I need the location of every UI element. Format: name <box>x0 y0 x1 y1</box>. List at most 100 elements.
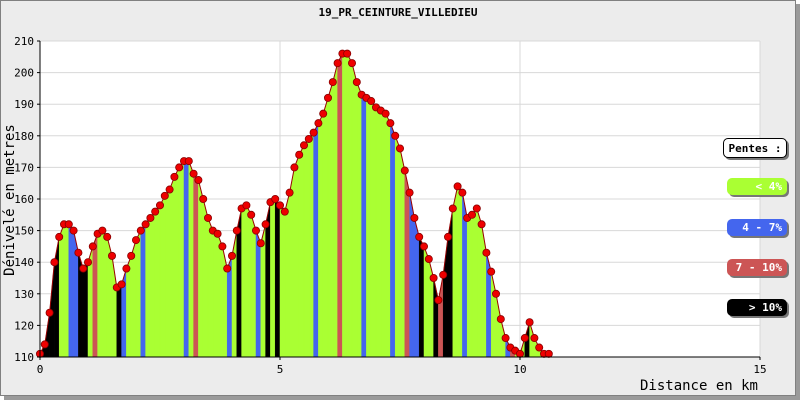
legend-title: Pentes : <box>723 138 787 158</box>
frame-shadow-bottom <box>4 396 800 400</box>
elevation-point <box>477 220 486 229</box>
profile-segment <box>418 236 425 358</box>
frame-shadow-right <box>796 4 800 400</box>
profile-segment <box>202 198 209 358</box>
elevation-point <box>199 194 208 203</box>
profile-segment <box>327 82 334 358</box>
elevation-point <box>247 210 256 219</box>
elevation-point <box>64 220 73 229</box>
elevation-point <box>343 49 352 58</box>
elevation-point <box>516 349 525 358</box>
y-tick-label: 140 <box>14 256 34 269</box>
elevation-point <box>467 210 476 219</box>
profile-segment <box>385 113 391 358</box>
profile-segment <box>332 63 338 358</box>
elevation-point <box>84 258 93 267</box>
profile-segment <box>246 205 252 358</box>
elevation-point <box>391 131 400 140</box>
profile-segment <box>380 110 386 358</box>
profile-segment <box>193 172 199 358</box>
profile-segment <box>178 160 185 358</box>
elevation-point <box>314 119 323 128</box>
profile-segment <box>58 224 65 358</box>
elevation-point <box>347 59 356 68</box>
elevation-point <box>429 273 438 282</box>
elevation-point <box>295 150 304 159</box>
elevation-point <box>434 296 443 305</box>
elevation-point <box>319 109 328 118</box>
elevation-point <box>227 251 236 260</box>
elevation-point <box>501 334 510 343</box>
elevation-point <box>472 204 481 213</box>
elevation-point <box>386 119 395 128</box>
profile-segment <box>471 207 478 358</box>
profile-segment <box>318 113 324 358</box>
elevation-point <box>323 93 332 102</box>
elevation-point <box>117 280 126 289</box>
profile-segment <box>322 97 329 358</box>
elevation-point <box>131 236 140 245</box>
y-tick-label: 210 <box>14 35 34 48</box>
elevation-point <box>482 248 491 257</box>
elevation-point <box>50 258 59 267</box>
elevation-point <box>424 255 433 264</box>
profile-segment <box>361 94 367 358</box>
y-tick-label: 160 <box>14 193 34 206</box>
y-tick-label: 200 <box>14 67 34 80</box>
elevation-point <box>146 213 155 222</box>
profile-segment <box>154 204 161 358</box>
profile-segment <box>274 198 281 358</box>
profile-segment <box>423 246 430 358</box>
elevation-point <box>256 239 265 248</box>
elevation-point <box>189 169 198 178</box>
profile-segment <box>183 160 190 358</box>
elevation-point <box>439 270 448 279</box>
y-tick-label: 120 <box>14 319 34 332</box>
elevation-point <box>496 315 505 324</box>
profile-segment <box>97 230 103 358</box>
profile-segment <box>466 214 473 358</box>
elevation-point <box>525 318 534 327</box>
profile-segment <box>476 208 482 358</box>
chart-title: 19_PR_CEINTURE_VILLEDIEU <box>318 6 478 19</box>
y-tick-label: 170 <box>14 161 34 174</box>
profile-segment <box>102 229 108 358</box>
elevation-point <box>74 248 83 257</box>
profile-segment <box>342 53 348 358</box>
profile-segment <box>135 230 142 358</box>
elevation-point <box>410 213 419 222</box>
profile-segment <box>116 283 122 358</box>
elevation-point <box>299 141 308 150</box>
legend-item-steep: 7 - 10% <box>727 259 787 276</box>
profile-segment <box>279 204 286 358</box>
profile-segment <box>370 100 377 358</box>
profile-segment <box>375 106 382 358</box>
profile-segment <box>92 233 98 358</box>
profile-segment <box>207 217 214 358</box>
elevation-point <box>218 242 227 251</box>
y-tick-label: 190 <box>14 98 34 111</box>
elevation-point <box>271 194 280 203</box>
profile-segment <box>337 53 343 358</box>
profile-segment <box>366 97 372 358</box>
profile-segment <box>241 204 247 358</box>
elevation-point <box>367 97 376 106</box>
elevation-point <box>419 242 428 251</box>
profile-segment <box>255 230 262 358</box>
elevation-point <box>251 226 260 235</box>
elevation-point <box>328 78 337 87</box>
profile-segment <box>298 145 305 358</box>
profile-segment <box>150 210 156 358</box>
elevation-point <box>69 226 78 235</box>
y-tick-label: 150 <box>14 225 34 238</box>
elevation-point <box>98 226 107 235</box>
profile-segment <box>82 261 89 358</box>
profile-segment <box>284 192 290 358</box>
x-tick-label: 0 <box>37 363 44 376</box>
elevation-point <box>127 251 136 260</box>
profile-segment <box>308 131 314 358</box>
profile-segment <box>346 53 353 358</box>
y-tick-label: 130 <box>14 288 34 301</box>
elevation-point <box>151 207 160 216</box>
elevation-point <box>194 176 203 185</box>
